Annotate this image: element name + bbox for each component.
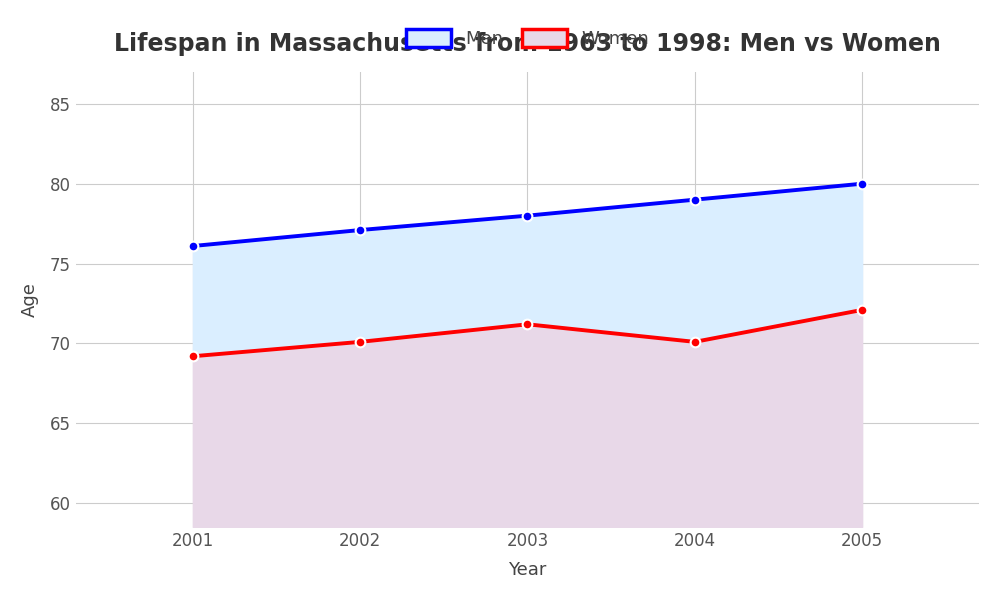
Title: Lifespan in Massachusetts from 1963 to 1998: Men vs Women: Lifespan in Massachusetts from 1963 to 1… [114,32,941,56]
Y-axis label: Age: Age [21,282,39,317]
Legend: Men, Women: Men, Women [399,22,656,55]
X-axis label: Year: Year [508,561,547,579]
